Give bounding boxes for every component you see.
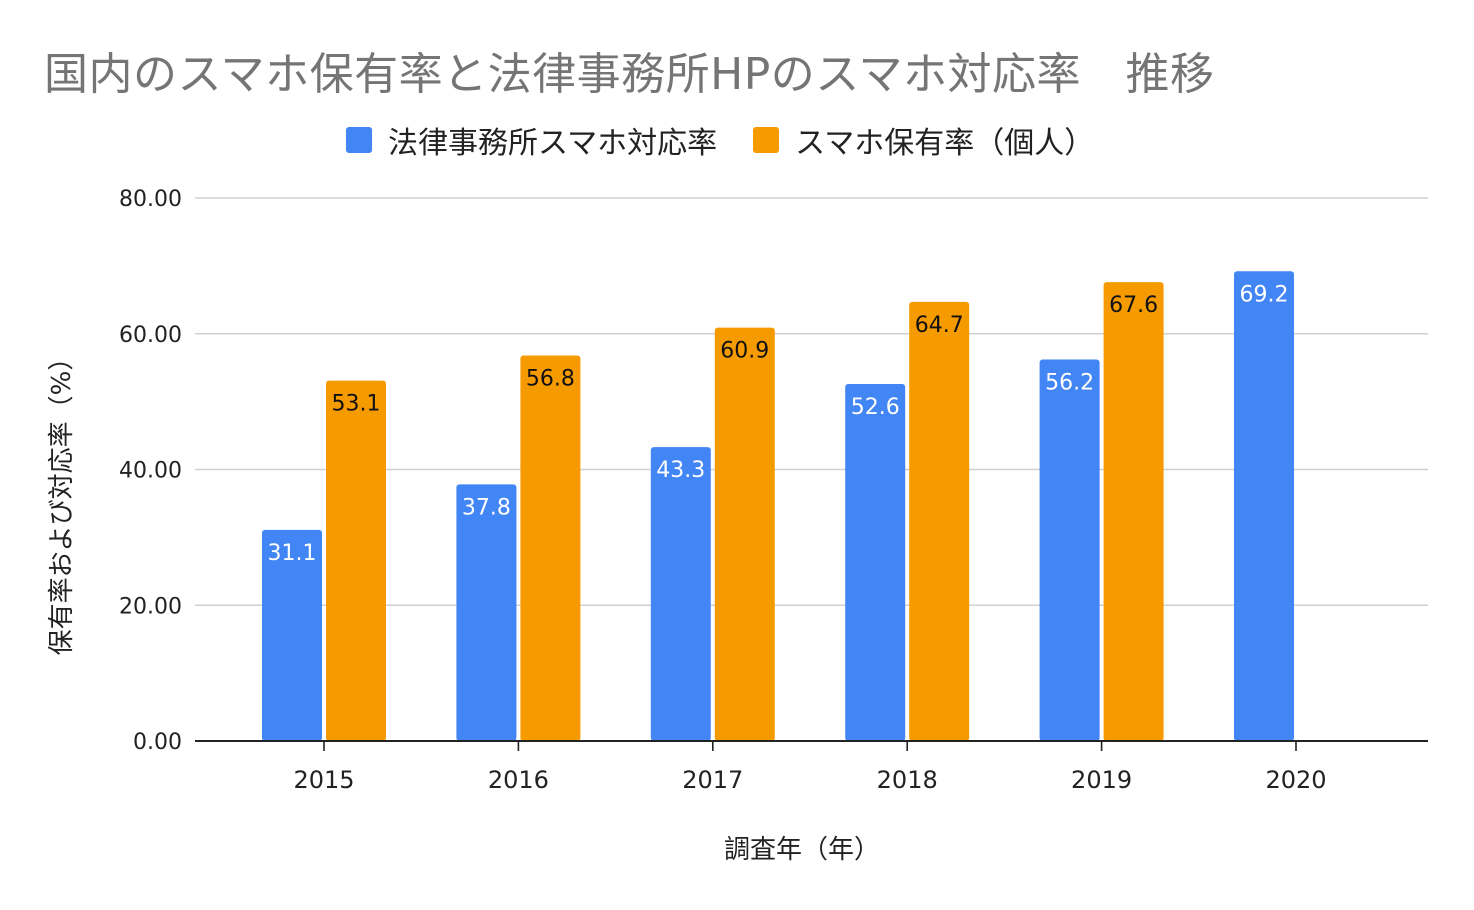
bar-law-firm-2016	[456, 484, 517, 741]
x-tick-labels: 2015 2016 2017 2018 2019 2020	[293, 766, 1326, 794]
bar-data-label: 53.1	[332, 392, 381, 417]
x-axis-title: 調査年（年）	[724, 835, 880, 865]
bar-data-label: 56.8	[526, 366, 575, 391]
legend-label-smartphone: スマホ保有率（個人）	[795, 126, 1095, 161]
legend: 法律事務所スマホ対応率 スマホ保有率（個人）	[346, 118, 1130, 162]
bar-smartphone-2015	[326, 380, 386, 741]
bar-data-label: 60.9	[720, 339, 769, 364]
bar-data-label: 64.7	[915, 313, 964, 338]
y-tick-label: 60.00	[119, 323, 182, 348]
x-ticks	[323, 741, 1297, 751]
x-tick-label: 2019	[1071, 766, 1132, 794]
bar-data-label: 67.6	[1109, 293, 1158, 318]
bar-law-firm-2019	[1039, 359, 1100, 741]
bar-data-label: 37.8	[462, 495, 511, 520]
legend-swatch-law-firm	[346, 127, 372, 153]
y-tick-labels: 0.00 20.00 40.00 60.00 80.00	[119, 187, 182, 755]
bar-law-firm-2018	[845, 383, 906, 741]
bar-data-labels: 31.1 53.1 37.8 56.8 43.3 60.9 52.6 64.7 56.2 67.6…	[268, 282, 1289, 566]
x-tick-label: 2020	[1265, 766, 1326, 794]
y-tick-label: 0.00	[133, 730, 182, 755]
legend-swatch-smartphone	[753, 127, 780, 153]
bar-law-firm-2020	[1234, 271, 1294, 741]
y-tick-label: 20.00	[119, 594, 182, 619]
chart-title: 国内のスマホ保有率と法律事務所HPのスマホ対応率 推移	[44, 49, 1215, 100]
y-axis-title: 保有率および対応率（%）	[47, 345, 77, 656]
legend-item-law-firm: 法律事務所スマホ対応率	[346, 118, 717, 162]
bar-law-firm-2015	[262, 529, 322, 741]
bar-smartphone-2018	[909, 301, 970, 741]
bar-data-label: 31.1	[268, 541, 317, 566]
bar-data-label: 69.2	[1240, 282, 1289, 307]
bar-smartphone-2016	[520, 355, 581, 741]
x-tick-label: 2018	[877, 766, 938, 794]
legend-label-law-firm: 法律事務所スマホ対応率	[388, 126, 718, 161]
x-tick-label: 2017	[682, 766, 743, 794]
x-tick-label: 2015	[293, 766, 354, 794]
bars	[262, 271, 1294, 741]
bar-data-label: 43.3	[656, 458, 705, 483]
bar-law-firm-2017	[650, 447, 711, 741]
gridlines	[195, 197, 1428, 606]
y-tick-label: 80.00	[119, 187, 182, 212]
bar-data-label: 56.2	[1045, 371, 1094, 396]
bar-smartphone-2019	[1103, 282, 1164, 741]
x-tick-label: 2016	[488, 766, 549, 794]
legend-item-smartphone: スマホ保有率（個人）	[753, 118, 1094, 162]
bar-data-label: 52.6	[851, 395, 900, 420]
y-tick-label: 40.00	[119, 459, 182, 484]
bar-smartphone-2017	[714, 327, 775, 741]
